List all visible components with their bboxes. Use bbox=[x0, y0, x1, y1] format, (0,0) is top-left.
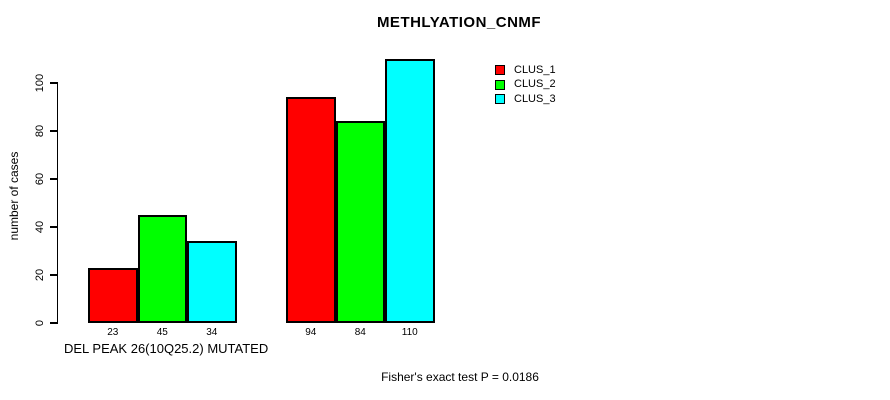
legend-row-clus_1: CLUS_1 bbox=[495, 63, 556, 78]
legend-swatch-clus_3 bbox=[495, 94, 505, 105]
y-tick-mark bbox=[50, 322, 57, 324]
bar-value-label: 94 bbox=[305, 327, 317, 338]
y-tick-label: 60 bbox=[34, 172, 46, 186]
bar-value-label: 45 bbox=[156, 327, 168, 338]
y-axis-label: number of cases bbox=[7, 151, 21, 241]
y-tick-mark bbox=[50, 130, 57, 132]
y-tick-label: 20 bbox=[34, 268, 46, 282]
legend-swatch-clus_2 bbox=[495, 79, 505, 90]
legend-row-clus_2: CLUS_2 bbox=[495, 78, 556, 93]
x-axis-label: DEL PEAK 26(10Q25.2) MUTATED bbox=[64, 341, 269, 356]
bar-value-label: 110 bbox=[401, 327, 418, 338]
y-tick-mark bbox=[50, 226, 57, 228]
chart-title: METHLYATION_CNMF bbox=[376, 14, 542, 31]
y-tick-mark bbox=[50, 178, 57, 180]
y-tick-label: 0 bbox=[34, 319, 46, 327]
legend: CLUS_1 CLUS_2 CLUS_3 bbox=[495, 63, 556, 107]
y-tick-label: 80 bbox=[34, 124, 46, 138]
bar-clus_2-group1 bbox=[137, 215, 187, 323]
legend-label: CLUS_3 bbox=[514, 92, 556, 105]
legend-swatch-clus_1 bbox=[495, 65, 505, 76]
bar-value-label: 23 bbox=[107, 327, 119, 338]
bar-clus_3-group2 bbox=[385, 59, 435, 323]
y-tick-mark bbox=[50, 274, 57, 276]
fisher-test-annotation: Fisher's exact test P = 0.0186 bbox=[381, 370, 539, 384]
legend-label: CLUS_2 bbox=[514, 78, 556, 91]
bar-clus_1-group1 bbox=[88, 267, 138, 323]
y-tick-mark bbox=[50, 82, 57, 84]
y-tick-label: 40 bbox=[34, 220, 46, 234]
bar-clus_3-group1 bbox=[187, 241, 237, 323]
y-tick-label: 100 bbox=[34, 73, 46, 93]
bar-value-label: 84 bbox=[354, 327, 366, 338]
y-axis-line bbox=[56, 82, 58, 324]
bar-clus_2-group2 bbox=[335, 121, 385, 323]
bar-clus_1-group2 bbox=[286, 97, 336, 323]
legend-row-clus_3: CLUS_3 bbox=[495, 92, 556, 107]
bar-value-label: 34 bbox=[206, 327, 218, 338]
legend-label: CLUS_1 bbox=[514, 63, 556, 76]
